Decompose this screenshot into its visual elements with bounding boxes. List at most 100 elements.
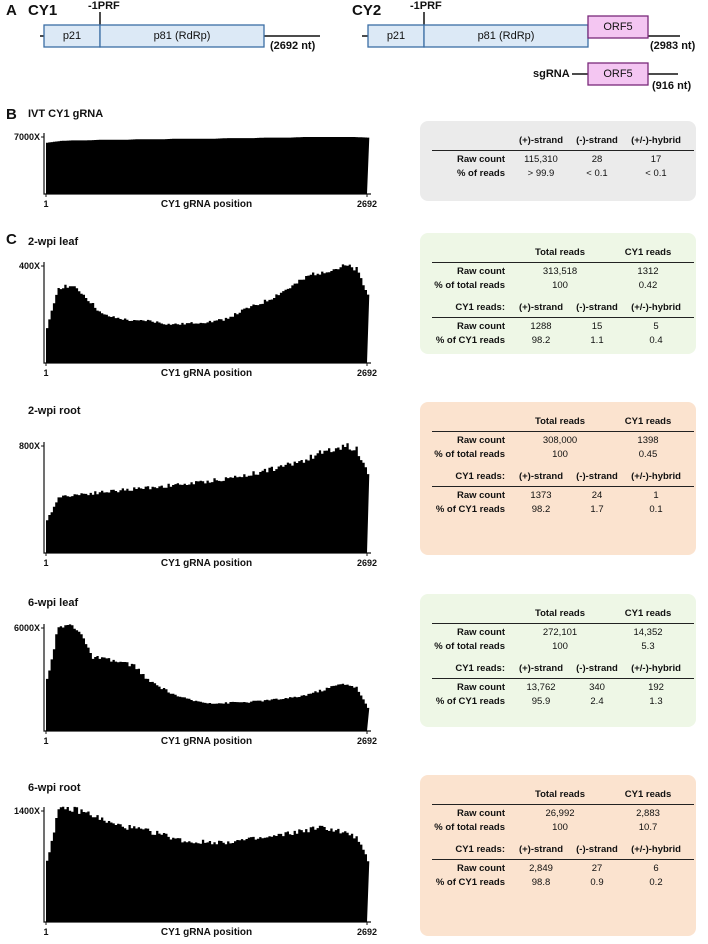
cell-value: 98.2 <box>531 504 551 515</box>
panel-a-letter: A <box>6 2 17 19</box>
table-rule <box>432 431 694 432</box>
cell-value: 98.2 <box>531 335 551 346</box>
row-label: Raw count <box>456 321 505 332</box>
strand-header: (-)-strand <box>576 844 618 855</box>
row-label: Raw count <box>456 808 505 819</box>
cell-value: < 0.1 <box>645 168 667 179</box>
row-label: % of total reads <box>434 641 505 652</box>
y-max-label: 400X <box>18 261 40 271</box>
strand-header: (-)-strand <box>576 471 618 482</box>
cell-value: 100 <box>552 280 568 291</box>
x-axis-title: CY1 gRNA position <box>160 199 253 210</box>
cy2-p21-text: p21 <box>386 30 406 42</box>
cell-value: 0.42 <box>638 280 658 291</box>
x-axis-title: CY1 gRNA position <box>160 927 253 938</box>
x-start-label: 1 <box>43 927 49 937</box>
cell-value: 0.45 <box>638 449 658 460</box>
row-label: % of CY1 reads <box>435 877 505 888</box>
table-rule <box>432 317 694 318</box>
strand-header: (-)-strand <box>576 663 618 674</box>
strand-header: (+)-strand <box>518 302 564 313</box>
top-header: CY1 reads <box>624 247 672 258</box>
row-label: % of CY1 reads <box>435 504 505 515</box>
row-label: Raw count <box>456 627 505 638</box>
genome-diagram <box>40 12 680 86</box>
panel-b-letter: B <box>6 106 17 123</box>
strand-header: (-)-strand <box>576 302 618 313</box>
cell-value: 340 <box>589 682 605 693</box>
cy2-length: (2983 nt) <box>650 40 696 52</box>
cell-value: 17 <box>650 154 662 165</box>
sample-title: 6-wpi root <box>28 782 81 794</box>
strand-header: (+)-strand <box>518 663 564 674</box>
strand-header: (+/-)-hybrid <box>631 663 681 674</box>
cell-value: 2,849 <box>529 863 553 874</box>
sub-label: CY1 reads: <box>455 663 505 674</box>
cell-value: 1288 <box>530 321 552 332</box>
strand-header: (+)-strand <box>518 135 564 146</box>
top-header: Total reads <box>535 789 585 800</box>
top-header: CY1 reads <box>624 789 672 800</box>
cell-value: 15 <box>591 321 603 332</box>
row-label: Raw count <box>456 682 505 693</box>
x-start-label: 1 <box>43 199 49 209</box>
cell-value: 10.7 <box>638 822 658 833</box>
strand-header: (+/-)-hybrid <box>631 302 681 313</box>
cy1-p81-box <box>99 24 265 48</box>
row-label: Raw count <box>456 154 505 165</box>
sub-label: CY1 reads: <box>455 302 505 313</box>
cy2-label: CY2 <box>352 2 382 19</box>
cy1-prf-label: -1PRF <box>88 0 120 12</box>
x-end-label: 2692 <box>356 927 378 937</box>
cell-value: 1.1 <box>590 335 604 346</box>
cell-value: 98.8 <box>531 877 551 888</box>
sample-title: 2-wpi root <box>28 405 81 417</box>
read-count-table <box>420 233 696 354</box>
cell-value: 1373 <box>530 490 552 501</box>
sample-title: IVT CY1 gRNA <box>28 108 104 120</box>
cell-value: 1.3 <box>649 696 663 707</box>
x-end-label: 2692 <box>356 736 378 746</box>
cell-value: 0.2 <box>649 877 663 888</box>
x-end-label: 2692 <box>356 558 378 568</box>
sub-label: CY1 reads: <box>455 471 505 482</box>
sgrna-length: (916 nt) <box>652 80 692 92</box>
cell-value: 0.4 <box>649 335 663 346</box>
cell-value: > 99.9 <box>527 168 555 179</box>
top-header: Total reads <box>535 416 585 427</box>
cell-value: 13,762 <box>526 682 556 693</box>
coverage-area <box>46 806 370 922</box>
row-label: % of CY1 reads <box>435 696 505 707</box>
table-rule <box>432 859 694 860</box>
cell-value: 0.1 <box>649 504 663 515</box>
strand-header: (+)-strand <box>518 844 564 855</box>
cell-value: 1312 <box>637 266 659 277</box>
plot-axes <box>43 133 371 195</box>
strand-header: (+/-)-hybrid <box>631 844 681 855</box>
cy1-p81-text: p81 (RdRp) <box>153 30 211 42</box>
sub-label: CY1 reads: <box>455 844 505 855</box>
cell-value: 1398 <box>637 435 659 446</box>
coverage-area <box>46 443 370 553</box>
cell-value: 24 <box>591 490 603 501</box>
table-rule <box>432 262 694 263</box>
x-end-label: 2692 <box>356 368 378 378</box>
cell-value: 100 <box>552 822 568 833</box>
coverage-area <box>46 137 370 194</box>
strand-header: (+/-)-hybrid <box>631 135 681 146</box>
x-axis-title: CY1 gRNA position <box>160 368 253 379</box>
x-start-label: 1 <box>43 558 49 568</box>
strand-header: (-)-strand <box>576 135 618 146</box>
coverage-area <box>46 624 370 731</box>
table-rule <box>432 623 694 624</box>
table-rule <box>432 804 694 805</box>
row-label: Raw count <box>456 863 505 874</box>
cell-value: 100 <box>552 641 568 652</box>
cell-value: 0.9 <box>590 877 604 888</box>
x-end-label: 2692 <box>356 199 378 209</box>
cell-value: 6 <box>653 863 659 874</box>
coverage-area <box>46 264 370 363</box>
sample-title: 6-wpi leaf <box>28 597 79 609</box>
cell-value: 1 <box>653 490 659 501</box>
x-axis-title: CY1 gRNA position <box>160 558 253 569</box>
